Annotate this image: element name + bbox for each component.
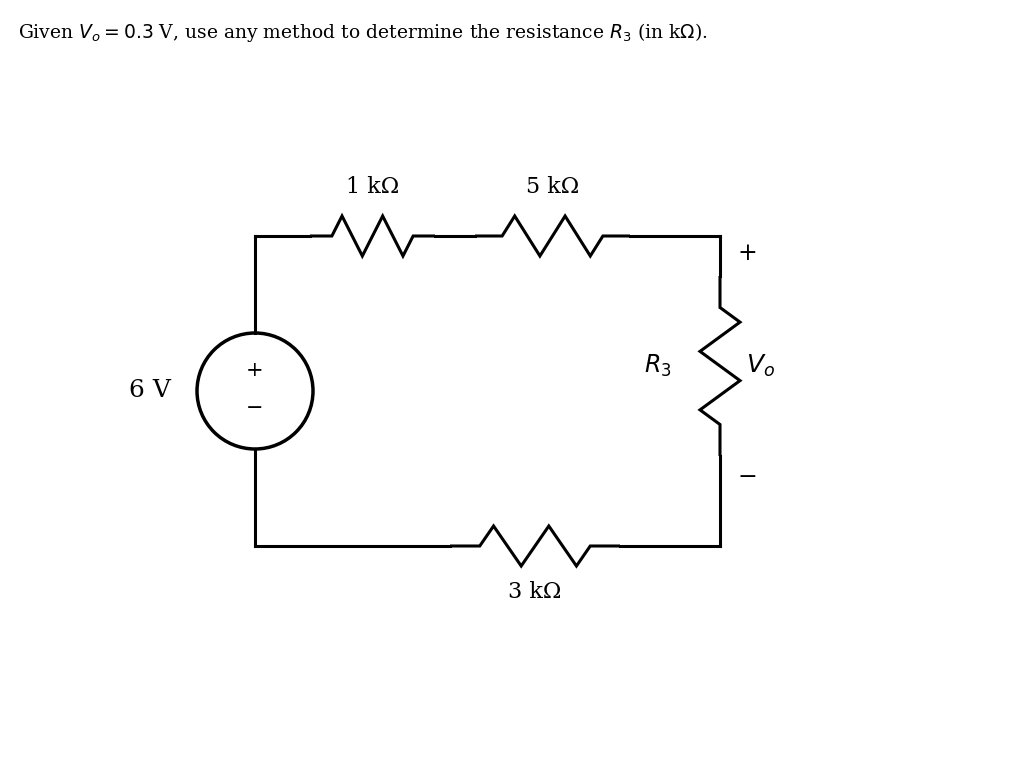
Text: 3 kΩ: 3 kΩ (509, 581, 561, 603)
Text: $R_3$: $R_3$ (644, 353, 672, 379)
Text: +: + (738, 242, 757, 265)
Text: −: − (247, 400, 264, 418)
Text: Given $V_o = 0.3$ V, use any method to determine the resistance $R_3$ (in k$\Ome: Given $V_o = 0.3$ V, use any method to d… (18, 21, 708, 44)
Text: 1 kΩ: 1 kΩ (346, 176, 399, 198)
Text: −: − (738, 466, 757, 490)
Text: $V_o$: $V_o$ (746, 353, 775, 379)
Text: 6 V: 6 V (129, 379, 171, 403)
Text: +: + (247, 362, 264, 380)
Text: 5 kΩ: 5 kΩ (526, 176, 579, 198)
